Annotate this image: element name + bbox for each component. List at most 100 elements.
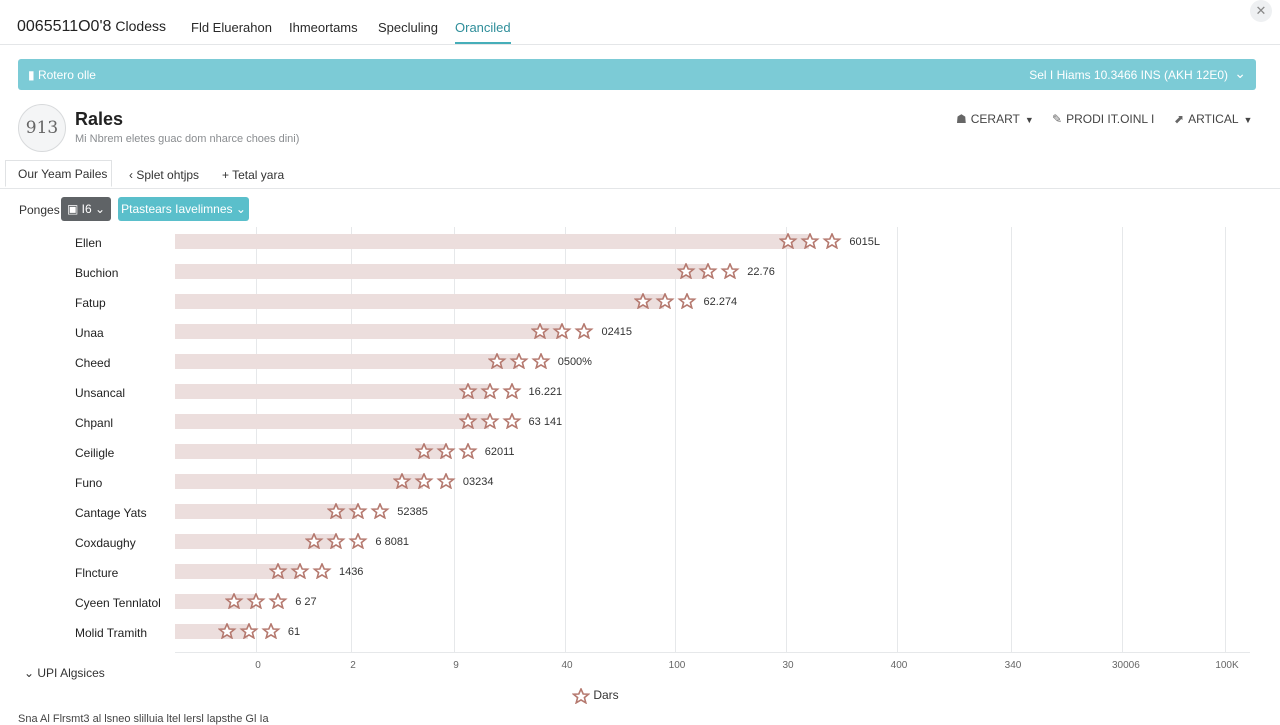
upi-label: UPI Algsices (37, 666, 105, 680)
x-tick-label: 400 (890, 660, 908, 671)
value-label: 62011 (484, 446, 515, 458)
filter-label: Ponges (19, 203, 60, 217)
bar[interactable] (175, 504, 358, 519)
bar[interactable] (175, 324, 562, 339)
gridline (1225, 227, 1226, 652)
app-brand: 0065511O0'8 Clodess (17, 18, 166, 36)
star-marker (458, 383, 522, 399)
bar[interactable] (175, 264, 708, 279)
gridline (897, 227, 898, 652)
value-label: 52385 (397, 506, 428, 518)
star-marker-icon (571, 687, 591, 705)
product-label: PRODI IT.OINL I (1066, 112, 1155, 126)
gridline (1011, 227, 1012, 652)
brand-code: 0065511O0'8 (17, 18, 112, 35)
category-label: Cyeen Tennlatol (75, 596, 161, 610)
x-tick-label: 0 (255, 660, 261, 671)
category-label: Flncture (75, 566, 119, 580)
star-marker (225, 593, 288, 609)
nav-tab-3[interactable]: Specluling (378, 20, 438, 35)
value-label: 22.76 (747, 266, 775, 278)
category-label: Buchion (75, 266, 119, 280)
x-tick-label: 340 (1004, 660, 1022, 671)
x-tick-label: 2 (350, 660, 356, 671)
star-marker (487, 353, 551, 369)
category-label: Cheed (75, 356, 111, 370)
bar[interactable] (175, 414, 489, 429)
x-tick-label: 100 (668, 660, 686, 671)
pencil-icon: ✎ (1052, 112, 1063, 126)
x-tick-label: 30 (782, 660, 794, 671)
bottom-status-text: Sna Al Flrsmt3 al lsneo slilluia ltel le… (18, 713, 269, 725)
artical-label: ARTICAL (1188, 112, 1239, 126)
banner-left: ▮ Rotero olle (28, 68, 96, 82)
nav-tab-2[interactable]: Ihmeortams (289, 20, 358, 35)
range-dropdown[interactable]: ▣ I6 ⌄ (61, 197, 111, 221)
value-label: 62.274 (703, 296, 738, 308)
banner-left-text: Rotero olle (37, 68, 96, 82)
bar[interactable] (175, 354, 518, 369)
x-tick-label: 30006 (1112, 660, 1140, 671)
chevron-down-icon[interactable]: ⌄ (1234, 65, 1246, 81)
tab-total[interactable]: + Tetal yara (222, 168, 284, 182)
bar[interactable] (175, 384, 489, 399)
bar[interactable] (175, 564, 299, 579)
cerart-label: CERART (970, 112, 1020, 126)
star-marker (677, 263, 740, 279)
tab-split-label: Splet ohtjps (136, 168, 200, 182)
gridline (565, 227, 566, 652)
star-marker (531, 323, 595, 339)
product-button[interactable]: ✎ PRODI IT.OINL I (1052, 112, 1154, 126)
link-icon: ⬈ (1174, 112, 1185, 126)
artical-button[interactable]: ⬈ ARTICAL ▼ (1174, 112, 1252, 126)
star-marker (458, 413, 522, 429)
levels-label: Ptastears Iavelimnes (121, 202, 233, 216)
bar[interactable] (175, 534, 336, 549)
bar[interactable] (175, 444, 445, 459)
star-marker (392, 473, 456, 489)
close-icon[interactable]: ✕ (1250, 0, 1272, 22)
value-label: 61 (287, 626, 301, 638)
chevron-down-icon: ⌄ (232, 202, 246, 216)
bar-chart: Ellen 6015L Buchion 22.76 Fatup 62.274 Unaa 024… (0, 225, 1280, 720)
value-label: 03234 (462, 476, 494, 488)
banner-right-text: Sel I Hiams 10.3466 INS (AKH 12E0) (1029, 68, 1228, 82)
gridline (256, 227, 257, 652)
category-label: Chpanl (75, 416, 114, 430)
bar[interactable] (175, 294, 664, 309)
page-subtitle: Mi Nbrem eletes guac dom nharce choes di… (75, 133, 300, 145)
nav-tab-1[interactable]: Fld Eluerahon (191, 20, 272, 35)
nav-tab-4-active[interactable]: Oranciled (455, 20, 511, 44)
gridline (675, 227, 676, 652)
category-label: Molid Tramith (75, 626, 148, 640)
levels-dropdown[interactable]: Ptastears Iavelimnes ⌄ (118, 197, 249, 221)
value-label: 0500% (557, 356, 592, 368)
gridline (454, 227, 455, 652)
tab-split[interactable]: ‹ Splet ohtjps (129, 168, 199, 182)
category-label: Coxdaughy (75, 536, 136, 550)
cerart-button[interactable]: ☗ CERART ▼ (956, 112, 1034, 126)
star-marker (779, 233, 842, 249)
upi-collapsible[interactable]: ⌄ UPI Algsices (24, 666, 105, 680)
range-label: I6 (81, 202, 92, 216)
info-banner: ▮ Rotero olle Sel I Hiams 10.3466 INS (A… (18, 59, 1256, 90)
x-tick-label: 100K (1215, 660, 1239, 671)
chevron-down-icon: ⌄ (24, 666, 38, 680)
caret-down-icon: ▼ (1243, 115, 1253, 125)
tab-our-team-pailes[interactable]: Our Yeam Pailes (5, 160, 112, 187)
top-navigation: 0065511O0'8 Clodess Fld Eluerahon Ihmeort… (0, 0, 1280, 45)
bar-icon: ▮ (28, 68, 38, 82)
page-title: Rales (75, 109, 124, 129)
x-axis-line (175, 652, 1250, 653)
category-label: Ellen (75, 236, 102, 250)
gridline (786, 227, 787, 652)
tab-total-label: Tetal yara (232, 168, 285, 182)
chevron-left-icon: ‹ (129, 168, 137, 182)
bar[interactable] (175, 474, 423, 489)
range-icon: ▣ (66, 202, 82, 216)
x-tick-label: 9 (453, 660, 459, 671)
star-marker (268, 563, 332, 579)
bar[interactable] (175, 234, 810, 249)
category-label: Unsancal (75, 386, 126, 400)
star-marker (414, 443, 478, 459)
